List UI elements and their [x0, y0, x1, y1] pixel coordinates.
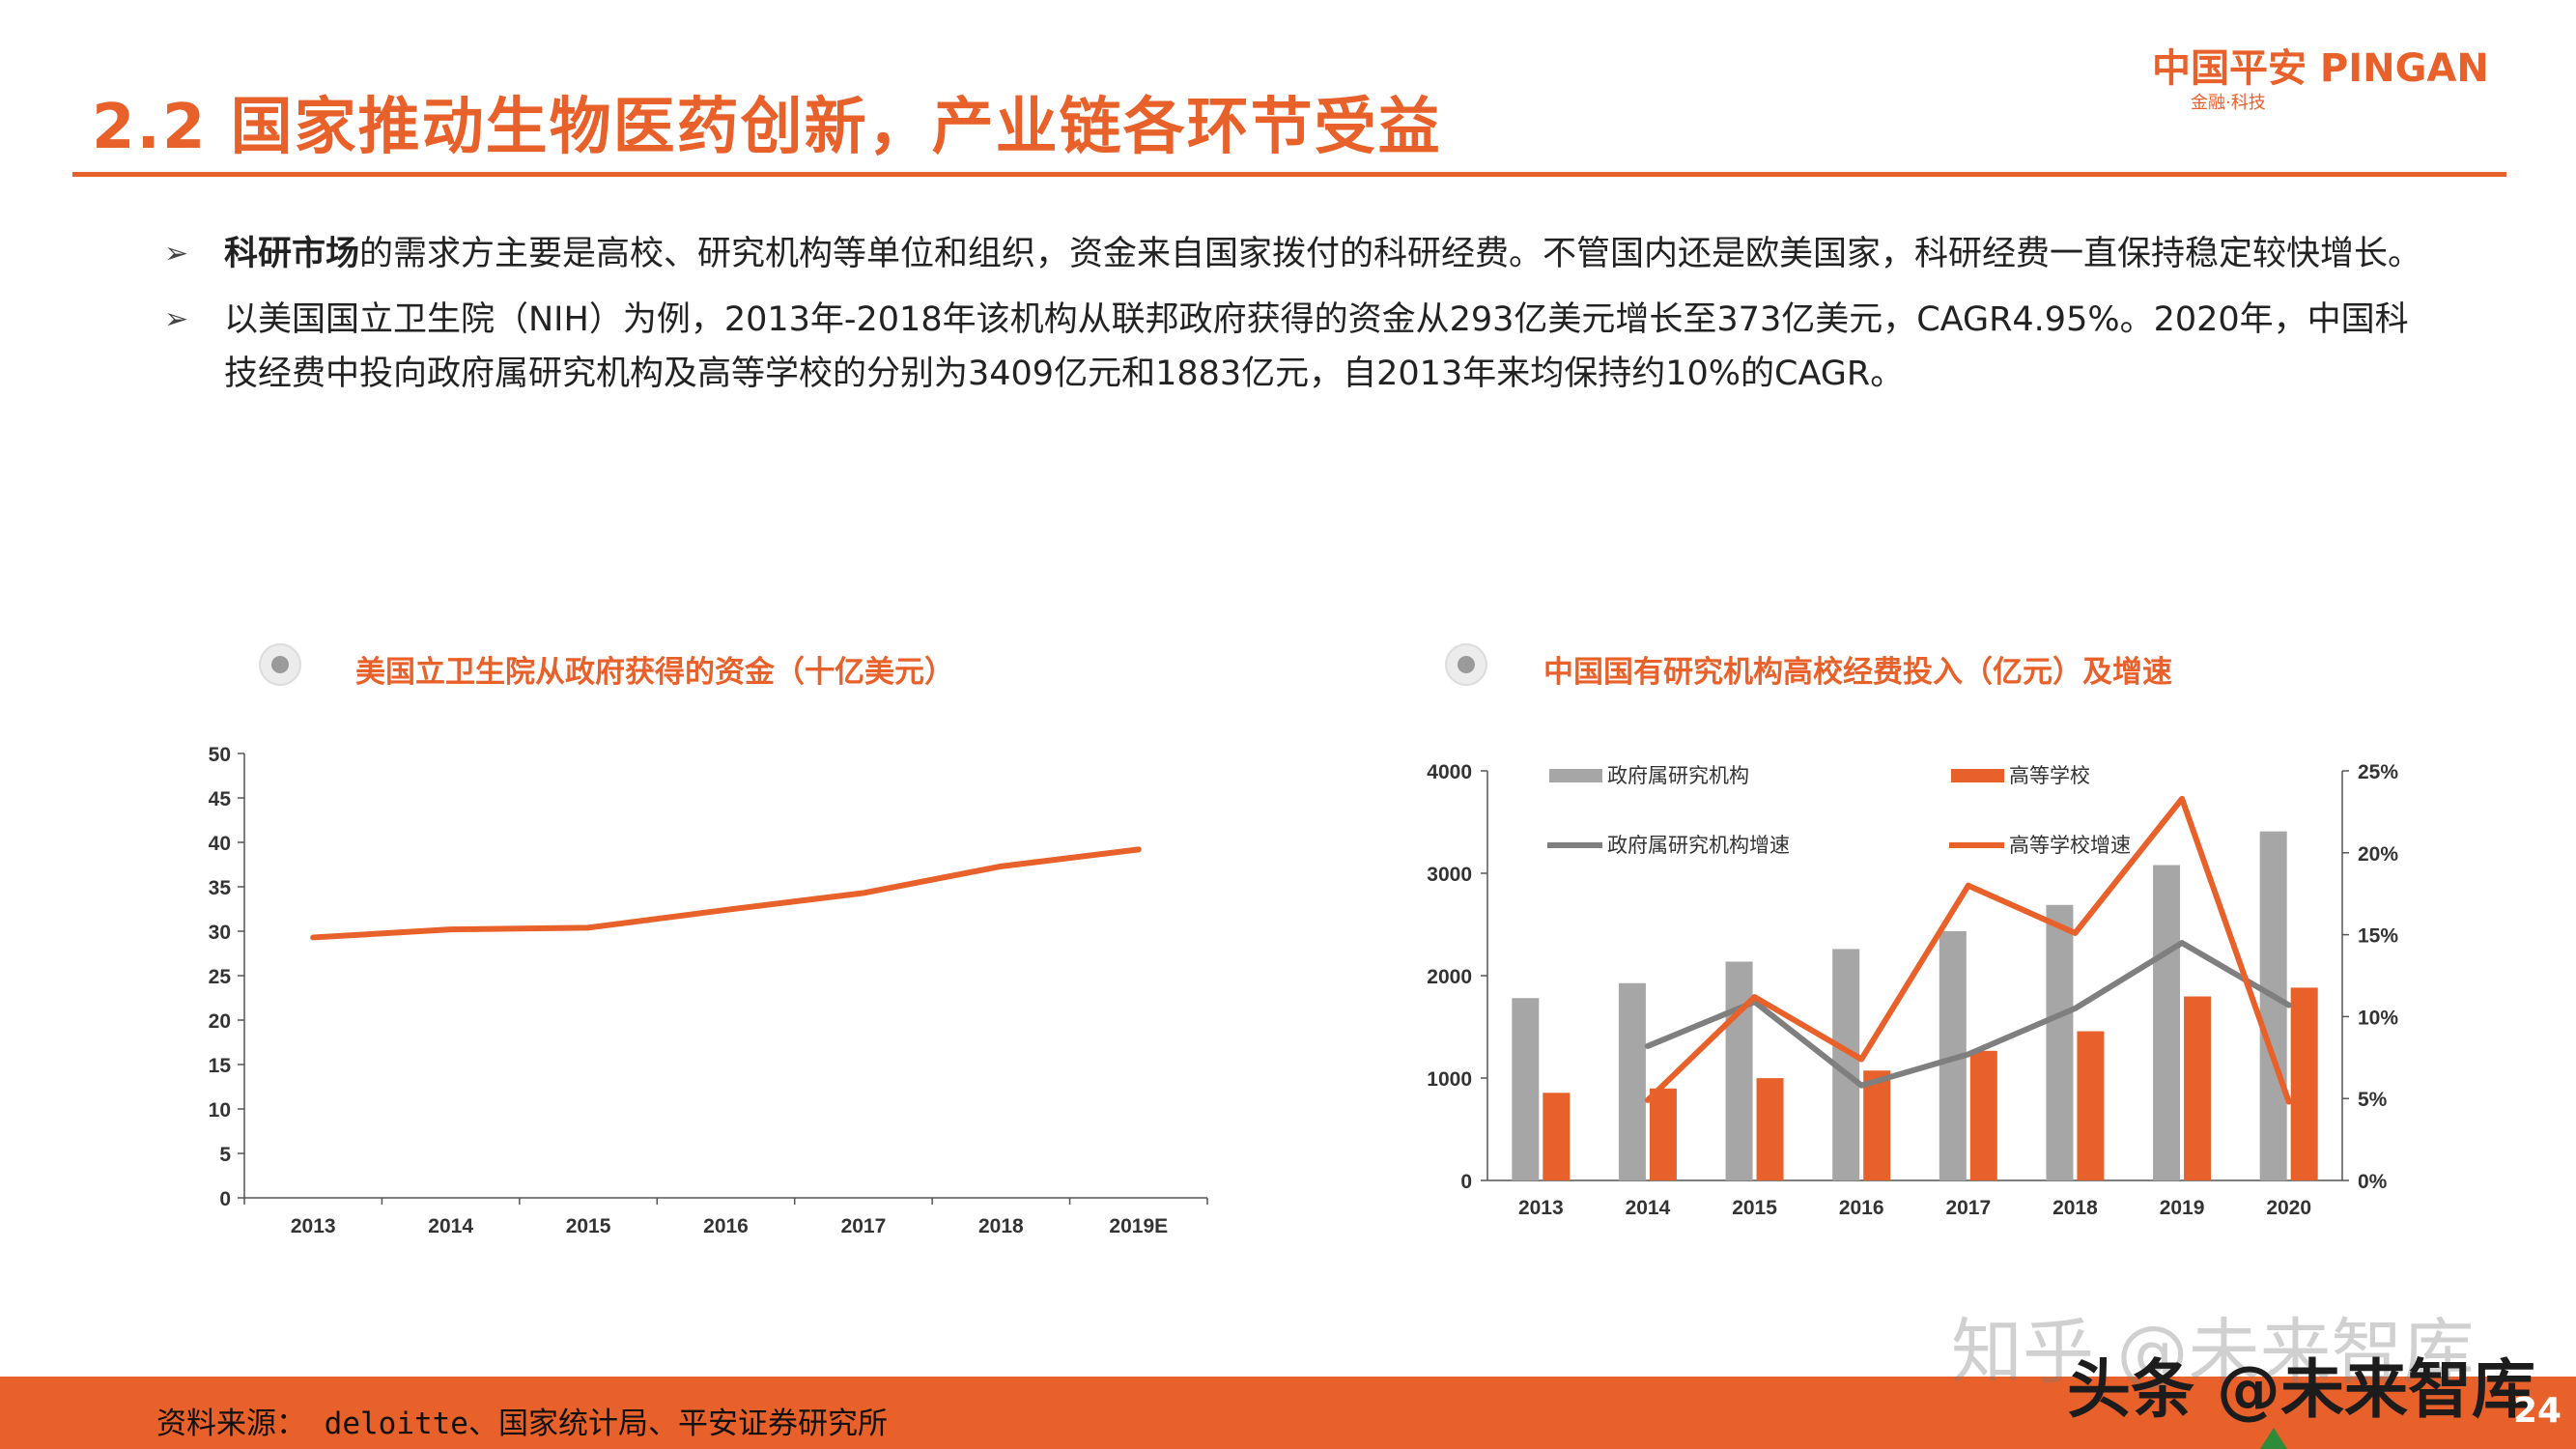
y-tick-label: 50 — [209, 744, 231, 766]
bar-university — [2077, 1031, 2105, 1180]
source-note: 资料来源： deloitte、国家统计局、平安证券研究所 — [156, 1406, 888, 1441]
left-y-tick-label: 4000 — [1427, 761, 1472, 783]
legend-label: 高等学校增速 — [2009, 835, 2131, 857]
gov-growth-line — [1644, 940, 2292, 1089]
bullet-list: ➢ 科研市场的需求方主要是高校、研究机构等单位和组织，资金来自国家拨付的科研经费… — [164, 227, 2434, 412]
x-tick-label: 2016 — [703, 1215, 749, 1237]
legend-label: 政府属研究机构增速 — [1607, 835, 1790, 857]
nih-funding-line — [310, 846, 1142, 941]
legend-label: 高等学校 — [2009, 765, 2090, 787]
bullet-text: 以美国国立卫生院（NIH）为例，2013年-2018年该机构从联邦政府获得的资金… — [224, 300, 2409, 393]
x-tick-label: 2018 — [2052, 1197, 2098, 1219]
x-tick-label: 2015 — [566, 1215, 611, 1237]
bar-university — [1649, 1088, 1677, 1180]
title-divider — [72, 172, 2506, 177]
page-title: 2.2 国家推动生物医药创新，产业链各环节受益 — [92, 92, 1442, 163]
pingan-logo: 中国平安 PINGAN 金融·科技 — [2152, 37, 2558, 114]
bullet-text: 的需求方主要是高校、研究机构等单位和组织，资金来自国家拨付的科研经费。不管国内还… — [359, 235, 2422, 273]
arrow-bullet-icon: ➢ — [164, 237, 189, 270]
x-tick-label: 2018 — [978, 1215, 1024, 1237]
left-chart-title: 美国立卫生院从政府获得的资金（十亿美元） — [355, 655, 954, 690]
bar-gov-research — [1618, 982, 1646, 1180]
bar-gov-research — [2259, 831, 2287, 1180]
bullet-item: ➢ 科研市场的需求方主要是高校、研究机构等单位和组织，资金来自国家拨付的科研经费… — [164, 227, 2434, 281]
y-tick-label: 25 — [209, 966, 232, 988]
bar-gov-research — [1725, 961, 1753, 1180]
bar-university — [2184, 996, 2212, 1180]
y-tick-label: 30 — [209, 922, 231, 944]
x-tick-label: 2013 — [1518, 1197, 1564, 1219]
right-y-tick-label: 25% — [2358, 761, 2398, 783]
legend-swatch — [1951, 769, 2004, 782]
footer-bar — [0, 1377, 2576, 1449]
y-tick-label: 15 — [209, 1055, 232, 1077]
bar-university — [1543, 1093, 1571, 1180]
x-tick-label: 2014 — [1626, 1197, 1671, 1219]
radio-bullet-icon — [1447, 645, 1486, 684]
x-tick-label: 2017 — [1945, 1197, 1991, 1219]
left-y-tick-label: 2000 — [1427, 966, 1472, 988]
legend-label: 政府属研究机构 — [1607, 765, 1749, 787]
y-tick-label: 45 — [209, 788, 232, 810]
bar-university — [2290, 987, 2318, 1180]
left-y-tick-label: 3000 — [1427, 864, 1472, 886]
left-y-tick-label: 0 — [1460, 1171, 1472, 1193]
bar-gov-research — [2153, 865, 2181, 1180]
watermark-toutiao: 头条 @未来智库 — [2067, 1352, 2535, 1427]
china-funding-combo-chart: 0 1000 2000 3000 4000 0% 5% 10% 15% 20% 25% 2013 201… — [1427, 761, 2398, 1219]
bar-university — [1756, 1078, 1784, 1180]
bullet-keyword: 科研市场 — [224, 235, 360, 273]
logo-sub-text: 金融·科技 — [2191, 93, 2266, 113]
nih-funding-line-chart: 0 5 10 15 20 25 30 35 40 45 50 2013 2014 2015 2016 2017… — [209, 744, 1208, 1237]
right-y-tick-label: 0% — [2358, 1171, 2388, 1193]
tree-icon — [2260, 1428, 2287, 1449]
radio-bullet-icon — [261, 645, 299, 684]
y-tick-label: 10 — [209, 1099, 231, 1122]
bar-university — [1863, 1070, 1891, 1180]
university-growth-line — [1644, 795, 2292, 1105]
right-y-tick-label: 5% — [2358, 1089, 2388, 1111]
y-tick-label: 35 — [209, 877, 232, 899]
x-tick-label: 2017 — [841, 1215, 887, 1237]
watermark-zhihu: 知乎 @未来智库 — [1951, 1311, 2475, 1394]
bar-university — [1969, 1050, 1997, 1180]
bar-gov-research — [2046, 904, 2074, 1180]
bar-gov-research — [1512, 998, 1540, 1180]
x-tick-label: 2014 — [428, 1215, 473, 1237]
page-number: 24 — [2513, 1391, 2562, 1431]
x-tick-label: 2013 — [291, 1215, 336, 1237]
y-tick-label: 40 — [209, 833, 231, 855]
right-y-tick-label: 15% — [2358, 925, 2398, 948]
right-y-tick-label: 20% — [2358, 843, 2398, 866]
arrow-bullet-icon: ➢ — [164, 302, 189, 336]
logo-main-text: 中国平安 PINGAN — [2152, 46, 2489, 91]
y-tick-label: 0 — [219, 1188, 231, 1210]
x-tick-label: 2020 — [2266, 1197, 2311, 1219]
bullet-item: ➢ 以美国国立卫生院（NIH）为例，2013年-2018年该机构从联邦政府获得的… — [164, 293, 2434, 401]
right-chart-title: 中国国有研究机构高校经费投入（亿元）及增速 — [1543, 655, 2172, 690]
x-tick-label: 2019E — [1109, 1215, 1168, 1237]
y-tick-label: 20 — [209, 1010, 231, 1033]
x-tick-label: 2015 — [1732, 1197, 1777, 1219]
legend-swatch — [1549, 769, 1602, 782]
x-tick-label: 2016 — [1839, 1197, 1884, 1219]
y-tick-label: 5 — [219, 1144, 231, 1166]
right-y-tick-label: 10% — [2358, 1007, 2398, 1029]
left-y-tick-label: 1000 — [1427, 1068, 1472, 1091]
x-tick-label: 2019 — [2160, 1197, 2205, 1219]
